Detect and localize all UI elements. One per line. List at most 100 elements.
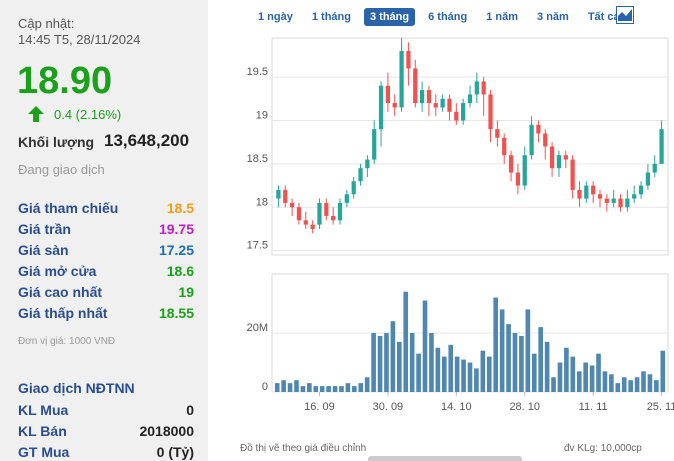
x-axis-label: 16. 09 [304,401,335,413]
price-tick-label: 19 [256,109,268,121]
price-unit-note: Đơn vị giá: 1000 VNĐ [18,336,116,347]
volume-bar [435,347,441,392]
candle-body [597,194,603,199]
candle-body [392,103,397,108]
candle-body [508,155,514,173]
price-tick-label: 19.5 [247,66,268,78]
volume-bar [326,386,331,392]
candle-body [645,172,651,186]
volume-bar [307,383,312,392]
price-value: 19 [178,284,194,300]
candle-body [419,90,425,104]
tab-3-months[interactable]: 3 tháng [363,8,416,26]
tab-1-day[interactable]: 1 ngày [258,11,293,23]
volume-bar [583,362,588,392]
volume-bar [602,371,608,392]
volume-bar [576,371,582,392]
foreign-row-buy-volume: KL Mua 0 [18,402,194,418]
volume-bar [531,353,537,392]
chart-scrollbar[interactable] [368,456,522,461]
tab-1-month[interactable]: 1 tháng [311,11,351,23]
volume-bar [364,377,370,392]
candle-body [611,198,616,203]
price-label: Giá trần [18,221,71,237]
tab-6-months[interactable]: 6 tháng [428,11,468,23]
foreign-value: 0 [186,402,194,418]
volume-bar [506,324,511,392]
candle-body [365,159,370,169]
candle-body [536,124,541,134]
candle-body [488,94,493,130]
x-axis-label: 14. 10 [441,401,472,413]
candle-body [296,207,302,221]
trading-status: Đang giao dịch [18,162,105,177]
volume-value: 13,648,200 [104,131,190,150]
candle-body [659,129,664,164]
volume-bar [390,321,396,392]
volume-bar [512,333,518,392]
price-row-floor: Giá sàn 17.25 [18,242,194,258]
candle-body [515,172,521,186]
price-panel-frame [271,37,669,256]
price-label: Giá thấp nhất [18,305,108,321]
price-tick-label: 18 [256,196,268,208]
volume-bar [441,356,447,392]
candle-body [413,68,418,104]
volume-bar [641,371,646,392]
candle-body [303,220,308,225]
x-axis-label: 11. 11 [579,401,608,413]
volume-bar [396,341,402,392]
foreign-value: 0 (Tỷ) [156,444,194,460]
tab-3-years[interactable]: 3 năm [537,11,569,23]
volume-bar [448,344,454,392]
volume-bar [287,383,293,392]
candle-body [467,94,473,104]
candle-body [324,202,329,216]
last-updated: Cập nhật: 14:45 T5, 28/11/2024 [18,16,140,48]
candle-body [570,159,575,190]
tab-1-year[interactable]: 1 năm [486,11,519,23]
volume-bar [358,383,364,392]
price-value: 18.5 [166,200,194,216]
candle-body [289,202,295,208]
tab-all[interactable]: Tất cả [587,11,620,23]
volume-bar [377,335,383,392]
candle-body [652,163,657,173]
volume-bar [345,383,351,392]
volume-bar [628,380,633,392]
candle-body [563,155,568,160]
volume-bar [499,309,505,392]
x-axis-label: 28. 10 [509,401,540,413]
candle-body [549,146,555,169]
volume-bar [596,353,601,392]
volume-bar [493,297,499,392]
candle-body [406,51,411,69]
volume-bar [371,333,376,392]
foreign-trading-title: Giao dịch NĐTNN [18,380,135,396]
volume-bar [429,333,434,392]
volume-bar [467,362,473,392]
volume-bar [486,356,492,392]
candle-body [543,133,548,147]
price-row-ceiling: Giá trần 19.75 [18,221,194,237]
candle-body [577,189,582,199]
range-tabs: 1 ngày 1 tháng 3 tháng 6 tháng 1 năm 3 n… [252,8,633,26]
volume-bar [422,300,428,392]
price-label: Giá tham chiếu [18,200,119,216]
candle-body [522,155,527,186]
price-value: 18.6 [166,263,194,279]
stock-summary-panel: Cập nhật: 14:45 T5, 28/11/2024 18.90 0.4… [0,0,208,461]
volume-bar [647,374,653,392]
candle-body [372,129,377,160]
price-value: 19.75 [158,221,194,237]
candle-body [426,90,432,104]
volume-bar [313,386,319,392]
candle-body [584,185,589,199]
price-label: Giá cao nhất [18,284,103,300]
price-value: 18.55 [158,305,194,321]
candle-body [337,202,343,221]
price-label: Giá sàn [18,242,69,258]
volume-bar [538,327,544,392]
area-chart-icon[interactable] [616,6,634,24]
price-label: Giá mở cửa [18,263,97,279]
